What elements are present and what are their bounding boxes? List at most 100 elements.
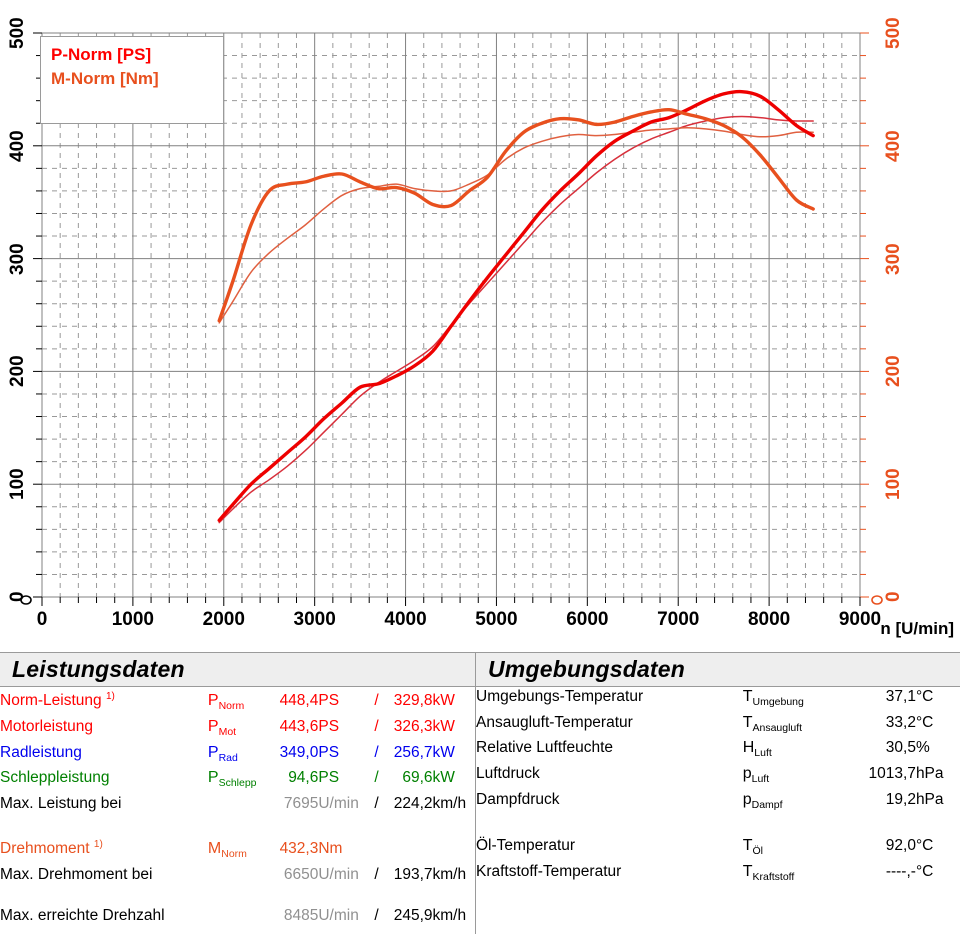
row-separator: / bbox=[374, 692, 379, 710]
row-unit: °C bbox=[915, 688, 934, 705]
row-unit-1: PS bbox=[318, 743, 340, 761]
x-axis-tick-2000: 2000 bbox=[202, 609, 245, 630]
table-row: Schleppleistung PSchlepp 94,6 PS / 69,6 kW bbox=[0, 768, 475, 794]
x-axis-tick-0: 0 bbox=[36, 609, 48, 630]
x-axis-tick-6000: 6000 bbox=[566, 609, 609, 630]
legend-item-p-norm: P-Norm [PS] bbox=[51, 45, 152, 64]
table-row: Dampfdruck pDampf 19,2 hPa bbox=[476, 790, 960, 816]
table-row: Motorleistung PMot 443,6 PS / 326,3 kW bbox=[0, 717, 475, 743]
row-value-1: 6650 bbox=[283, 865, 319, 883]
row-separator: / bbox=[374, 865, 379, 883]
row-label: Schleppleistung bbox=[0, 769, 110, 787]
row-symbol: PNorm bbox=[207, 692, 245, 713]
y-axis-right-tick-100: 100 bbox=[883, 468, 904, 501]
legend-item-m-norm: M-Norm [Nm] bbox=[51, 69, 159, 88]
table-spacer bbox=[476, 815, 960, 836]
row-symbol: HLuft bbox=[742, 739, 772, 760]
leistungsdaten-panel: Leistungsdaten Norm-Leistung 1) PNorm 448,… bbox=[0, 653, 476, 934]
table-row: Öl-Temperatur TÖl 92,0 °C bbox=[476, 836, 960, 862]
table-row: Kraftstoff-Temperatur TKraftstoff ----,- °C bbox=[476, 862, 960, 888]
row-unit-2: km/h bbox=[432, 865, 467, 883]
chart-legend: P-Norm [PS] M-Norm [Nm] bbox=[40, 36, 224, 124]
row-value-1: 448,4 bbox=[279, 692, 319, 710]
row-value-2: 245,9 bbox=[393, 906, 433, 924]
x-axis-tick-3000: 3000 bbox=[293, 609, 336, 630]
row-unit: hPa bbox=[915, 790, 944, 808]
table-row: Max. Leistung bei 7695 U/min / 224,2 km/h bbox=[0, 794, 475, 815]
row-unit-2: km/h bbox=[432, 906, 467, 924]
row-value: 37,1 bbox=[885, 688, 916, 705]
row-label: Motorleistung bbox=[0, 717, 94, 735]
umgebungsdaten-table: Umgebungs-Temperatur TUmgebung 37,1 °C Ansau… bbox=[476, 687, 960, 887]
y-axis-right-tick-500: 500 bbox=[883, 17, 904, 49]
row-unit-2 bbox=[433, 835, 475, 865]
row-symbol: TKraftstoff bbox=[742, 862, 795, 883]
row-symbol bbox=[208, 906, 269, 927]
row-unit: °C bbox=[915, 862, 934, 880]
row-separator: / bbox=[374, 743, 379, 761]
row-label: Öl-Temperatur bbox=[476, 836, 576, 854]
row-symbol: TÖl bbox=[742, 836, 763, 858]
row-unit-2: kW bbox=[432, 743, 455, 761]
row-unit: % bbox=[915, 739, 930, 757]
y-axis-left-tick-400: 400 bbox=[7, 129, 28, 162]
umgebungsdaten-panel: Umgebungsdaten Umgebungs-Temperatur TUmge… bbox=[476, 653, 960, 934]
row-value-1: 443,6 bbox=[279, 717, 319, 735]
data-tables: Leistungsdaten Norm-Leistung 1) PNorm 448,… bbox=[0, 652, 960, 934]
row-unit-1: U/min bbox=[318, 906, 359, 924]
row-separator: / bbox=[374, 794, 379, 812]
row-separator: / bbox=[374, 769, 379, 787]
row-label: Kraftstoff-Temperatur bbox=[476, 862, 622, 880]
table-row: Ansaugluft-Temperatur TAnsaugluft 33,2 °C bbox=[476, 713, 960, 739]
row-label: Ansaugluft-Temperatur bbox=[476, 713, 633, 731]
x-axis-tick-8000: 8000 bbox=[747, 609, 791, 630]
table-row: Max. erreichte Drehzahl 8485 U/min / 245,9 km… bbox=[0, 906, 475, 927]
row-value-2 bbox=[384, 835, 433, 865]
row-value-1: 349,0 bbox=[279, 743, 319, 761]
x-axis-tick-7000: 7000 bbox=[657, 609, 700, 630]
row-value-2: 326,3 bbox=[393, 717, 433, 735]
row-symbol: PSchlepp bbox=[207, 769, 257, 790]
row-unit-1: U/min bbox=[318, 794, 359, 812]
y-axis-right-tick-400: 400 bbox=[883, 129, 904, 162]
row-label: Dampfdruck bbox=[476, 790, 560, 808]
y-axis-left-tick-300: 300 bbox=[7, 242, 28, 275]
row-symbol bbox=[208, 865, 269, 886]
y-axis-left-tick-500: 500 bbox=[7, 17, 28, 49]
table-row: Luftdruck pLuft 1013,7 hPa bbox=[476, 764, 960, 790]
row-value-2: 69,6 bbox=[402, 769, 433, 787]
row-unit-2: kW bbox=[432, 769, 455, 787]
row-symbol: TAnsaugluft bbox=[742, 713, 803, 734]
row-value: 19,2 bbox=[885, 790, 916, 808]
row-label: Max. erreichte Drehzahl bbox=[0, 906, 165, 924]
y-axis-left-tick-200: 200 bbox=[7, 355, 28, 388]
row-symbol: pDampf bbox=[742, 790, 783, 811]
row-value-1: 7695 bbox=[283, 794, 319, 812]
row-value-2: 193,7 bbox=[393, 865, 433, 883]
y-axis-right-tick-200: 200 bbox=[883, 355, 904, 388]
row-symbol: MNorm bbox=[207, 840, 247, 861]
row-symbol: TUmgebung bbox=[742, 688, 804, 709]
row-unit-1: U/min bbox=[318, 865, 359, 883]
row-label: Norm-Leistung 1) bbox=[0, 691, 115, 710]
table-row: Drehmoment 1) MNorm 432,3 Nm bbox=[0, 835, 475, 865]
row-value: 30,5 bbox=[885, 739, 916, 757]
row-value: 1013,7 bbox=[868, 765, 916, 783]
y-axis-right-tick-300: 300 bbox=[883, 242, 904, 275]
row-unit-2: kW bbox=[432, 692, 455, 710]
row-unit-1: PS bbox=[318, 692, 340, 710]
table-row: Umgebungs-Temperatur TUmgebung 37,1 °C bbox=[476, 687, 960, 713]
row-symbol: PRad bbox=[207, 743, 238, 764]
row-unit: °C bbox=[915, 836, 934, 854]
table-spacer bbox=[0, 885, 475, 906]
correction-footnote: 1)Korrektur nach EWG 80/1269 Korrektur-F… bbox=[0, 926, 475, 934]
row-separator: / bbox=[374, 717, 379, 735]
row-symbol: PMot bbox=[207, 717, 237, 739]
leistungsdaten-title: Leistungsdaten bbox=[12, 656, 185, 682]
table-row: Norm-Leistung 1) PNorm 448,4 PS / 329,8 kW bbox=[0, 687, 475, 717]
row-unit-1: PS bbox=[318, 717, 340, 735]
x-axis-tick-9000: 9000 bbox=[838, 609, 882, 630]
x-axis-tick-5000: 5000 bbox=[475, 609, 518, 630]
x-axis-tick-4000: 4000 bbox=[384, 609, 427, 630]
table-spacer bbox=[0, 814, 475, 835]
